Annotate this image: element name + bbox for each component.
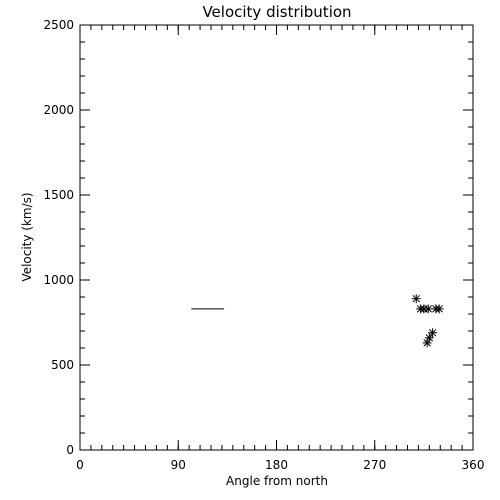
data-layer: [191, 294, 444, 348]
data-point-marker: [428, 328, 438, 338]
y-tick-label: 0: [66, 443, 74, 457]
x-tick-label: 0: [76, 458, 84, 472]
x-axis-tick-labels: 0 90 180 270 360: [76, 458, 484, 472]
y-axis-tick-labels: 0 500 1000 1500 2000 2500: [43, 18, 74, 457]
y-axis-label: Velocity (km/s): [20, 192, 34, 281]
chart-title: Velocity distribution: [202, 3, 351, 21]
y-axis-ticks: [80, 24, 473, 451]
x-axis-label: Angle from north: [226, 474, 328, 488]
x-tick-label: 270: [363, 458, 386, 472]
marker-stroke: [425, 334, 434, 342]
marker-stroke: [428, 328, 437, 337]
y-tick-label: 1000: [43, 273, 74, 287]
x-axis-ticks: [79, 25, 474, 450]
data-point-marker: [411, 294, 421, 304]
data-point-marker: [434, 304, 444, 314]
data-point-marker: [423, 304, 433, 314]
y-tick-label: 1500: [43, 188, 74, 202]
y-tick-label: 2000: [43, 103, 74, 117]
x-tick-label: 90: [171, 458, 186, 472]
x-tick-label: 180: [265, 458, 288, 472]
y-tick-label: 2500: [43, 18, 74, 32]
marker-stroke: [412, 294, 420, 303]
marker-stroke: [435, 305, 443, 313]
marker-stroke: [424, 305, 432, 313]
y-tick-label: 500: [51, 358, 74, 372]
data-point-marker: [424, 333, 434, 343]
x-tick-label: 360: [462, 458, 485, 472]
